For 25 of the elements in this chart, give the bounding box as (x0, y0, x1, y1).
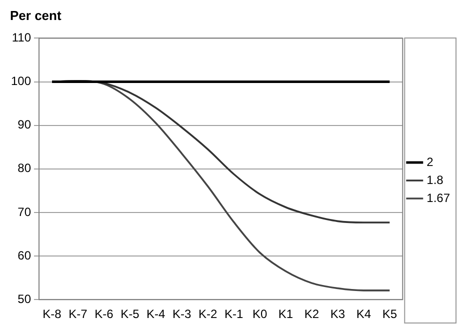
y-tick-label: 80 (18, 161, 32, 176)
x-tick-label: K-7 (68, 307, 88, 322)
legend-label: 1.67 (426, 190, 450, 205)
y-axis-title: Per cent (9, 8, 62, 25)
x-tick-label: K1 (278, 307, 294, 322)
legend-label: 1.8 (426, 172, 444, 187)
y-tick-label: 100 (10, 74, 32, 88)
y-tick-label: 110 (12, 30, 32, 45)
x-tick-label: K-1 (224, 307, 244, 322)
x-tick-label: K-4 (146, 307, 166, 322)
legend-label: 2 (426, 154, 434, 169)
x-tick-label: K-6 (94, 307, 114, 322)
x-tick-label: K3 (330, 307, 346, 322)
y-tick-label: 50 (18, 292, 32, 306)
x-tick-label: K0 (252, 307, 268, 322)
x-tick-label: K2 (304, 307, 320, 322)
x-tick-label: K-8 (42, 307, 62, 322)
x-tick-label: K-3 (172, 307, 192, 322)
x-tick-label: K4 (356, 307, 372, 322)
y-tick-label: 70 (18, 204, 32, 219)
y-tick-label: 90 (18, 118, 32, 132)
x-tick-label: K-2 (198, 307, 218, 322)
y-tick-label: 60 (18, 248, 32, 262)
x-tick-label: K-5 (120, 307, 140, 322)
x-tick-label: K5 (382, 307, 398, 322)
